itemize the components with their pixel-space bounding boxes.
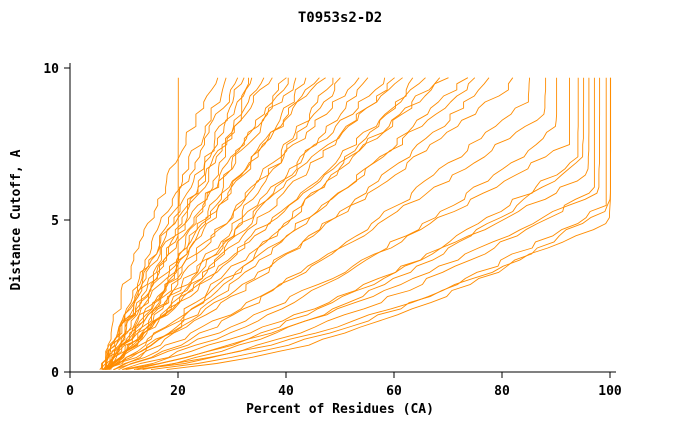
prediction-curve xyxy=(137,77,585,371)
chart-title: T0953s2-D2 xyxy=(298,10,382,26)
prediction-curve xyxy=(121,77,558,371)
y-tick-label: 0 xyxy=(51,366,59,381)
axes-layer: 0 20 40 60 80 100 0 5 10 xyxy=(43,62,622,399)
prediction-curve xyxy=(104,77,386,370)
prediction-curve xyxy=(113,77,570,371)
prediction-curve xyxy=(106,77,179,370)
prediction-curve xyxy=(110,77,426,370)
y-tick-label: 5 xyxy=(51,214,59,229)
x-tick-label: 80 xyxy=(494,384,510,399)
prediction-curve xyxy=(122,77,590,371)
y-tick-label: 10 xyxy=(43,62,59,77)
prediction-curve xyxy=(118,77,531,371)
prediction-curve xyxy=(105,77,341,370)
prediction-curve xyxy=(133,77,579,371)
prediction-curve xyxy=(106,77,249,370)
x-tick-label: 40 xyxy=(278,384,294,399)
prediction-curve xyxy=(105,77,289,370)
curves-layer xyxy=(99,77,612,371)
prediction-curve xyxy=(101,77,360,370)
prediction-curve xyxy=(100,77,253,370)
prediction-curve xyxy=(125,77,601,371)
prediction-curve xyxy=(104,77,245,370)
x-tick-label: 100 xyxy=(598,384,622,399)
prediction-curve xyxy=(106,77,320,370)
prediction-curve xyxy=(166,77,612,371)
prediction-curve xyxy=(104,77,287,370)
prediction-curve xyxy=(103,77,514,371)
prediction-curve xyxy=(113,77,547,370)
prediction-curve xyxy=(104,77,441,371)
prediction-curve xyxy=(108,77,469,370)
prediction-curve xyxy=(113,77,490,371)
prediction-curve xyxy=(142,77,595,371)
axes xyxy=(69,63,616,373)
prediction-curve xyxy=(150,77,607,371)
prediction-curve xyxy=(106,77,403,370)
y-axis-label: Distance Cutoff, A xyxy=(9,149,24,290)
prediction-curve xyxy=(107,77,414,370)
prediction-curve xyxy=(136,77,611,371)
prediction-curve xyxy=(102,77,297,370)
prediction-curve xyxy=(104,77,476,371)
prediction-curve xyxy=(106,77,219,370)
x-axis-label: Percent of Residues (CA) xyxy=(246,402,434,417)
x-tick-label: 60 xyxy=(386,384,402,399)
x-tick-label: 20 xyxy=(170,384,186,399)
prediction-curve xyxy=(106,77,334,370)
prediction-curve xyxy=(101,77,273,370)
prediction-curve xyxy=(107,77,449,370)
x-tick-label: 0 xyxy=(66,384,74,399)
prediction-curve xyxy=(108,77,369,370)
prediction-curve xyxy=(102,77,326,370)
